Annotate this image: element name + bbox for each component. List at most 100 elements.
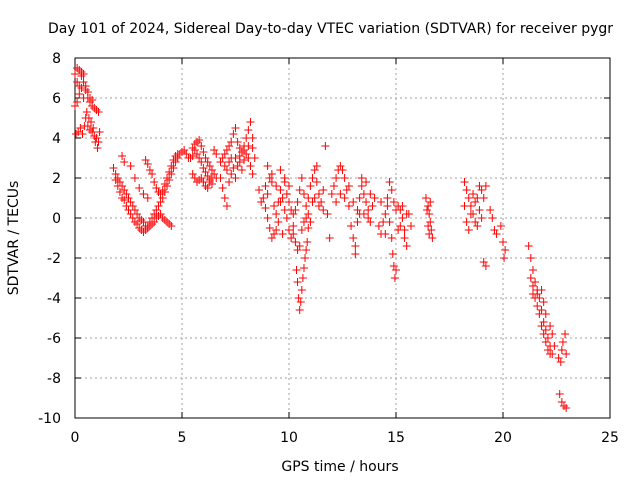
data-point xyxy=(261,182,270,190)
data-point xyxy=(342,186,351,194)
data-point xyxy=(111,176,120,184)
data-point xyxy=(75,66,84,74)
data-point xyxy=(167,222,176,230)
data-point xyxy=(274,198,283,206)
data-point xyxy=(139,190,148,198)
x-tick-label: 0 xyxy=(71,430,80,446)
data-point xyxy=(143,160,152,168)
data-point xyxy=(537,306,546,314)
data-point xyxy=(139,228,148,236)
data-point xyxy=(267,170,276,178)
data-point xyxy=(73,98,82,106)
data-point xyxy=(481,182,490,190)
data-point xyxy=(220,162,229,170)
data-point xyxy=(163,182,172,190)
data-point xyxy=(130,174,139,182)
data-point xyxy=(298,274,307,282)
data-point xyxy=(421,194,430,202)
data-point xyxy=(366,190,375,198)
data-point xyxy=(115,178,124,186)
data-point xyxy=(475,206,484,214)
data-point xyxy=(89,124,98,132)
data-point xyxy=(323,210,332,218)
data-point xyxy=(349,234,358,242)
data-point xyxy=(203,184,212,192)
data-point xyxy=(425,230,434,238)
data-point xyxy=(148,170,157,178)
data-point xyxy=(169,156,178,164)
data-point xyxy=(222,146,231,154)
data-point xyxy=(192,138,201,146)
data-point xyxy=(423,206,432,214)
data-point xyxy=(299,190,308,198)
data-point xyxy=(388,250,397,258)
data-point xyxy=(319,186,328,194)
data-point xyxy=(222,166,231,174)
data-point xyxy=(381,210,390,218)
data-point xyxy=(285,182,293,190)
data-point xyxy=(464,194,473,202)
data-point xyxy=(362,178,371,186)
data-point xyxy=(374,222,383,230)
data-point xyxy=(383,202,392,210)
data-point xyxy=(265,224,274,232)
data-point xyxy=(113,174,122,182)
data-point xyxy=(244,154,253,162)
data-point xyxy=(95,128,104,136)
data-point xyxy=(229,130,238,138)
data-point xyxy=(203,172,212,180)
data-point xyxy=(201,182,210,190)
data-point xyxy=(94,108,103,116)
data-point xyxy=(295,242,304,250)
data-point xyxy=(460,178,469,186)
data-point xyxy=(558,338,567,346)
data-point xyxy=(120,158,129,166)
data-point xyxy=(295,186,304,194)
data-point xyxy=(201,168,210,176)
data-point xyxy=(289,230,298,238)
data-point xyxy=(541,326,550,334)
data-point xyxy=(406,222,415,230)
data-point xyxy=(82,108,91,116)
data-point xyxy=(122,202,131,210)
data-point xyxy=(90,104,99,112)
data-point xyxy=(526,274,535,282)
plot-frame xyxy=(74,57,611,419)
y-tick-label: 8 xyxy=(52,51,61,67)
data-point xyxy=(306,218,315,226)
data-point xyxy=(240,146,249,154)
data-point xyxy=(73,78,82,86)
data-point xyxy=(559,402,568,410)
data-point xyxy=(426,218,435,226)
data-point xyxy=(210,170,219,178)
data-point xyxy=(163,174,172,182)
data-point xyxy=(402,210,411,218)
data-point xyxy=(340,174,349,182)
data-point xyxy=(248,170,257,178)
data-point xyxy=(400,226,409,234)
data-point xyxy=(145,166,154,174)
data-point xyxy=(188,152,197,160)
y-tick-label: 0 xyxy=(52,211,61,227)
data-point xyxy=(109,164,118,172)
chart-title: Day 101 of 2024, Sidereal Day-to-day VTE… xyxy=(48,21,613,37)
data-point xyxy=(477,214,486,222)
data-point xyxy=(353,206,362,214)
data-point xyxy=(336,162,345,170)
data-point xyxy=(229,164,238,172)
data-point xyxy=(548,330,557,338)
data-point xyxy=(195,136,204,144)
data-point xyxy=(160,216,169,224)
data-point xyxy=(90,132,99,140)
data-point xyxy=(192,150,201,158)
data-point xyxy=(93,144,102,152)
y-tick-label: -2 xyxy=(47,251,61,267)
x-tick-label: 10 xyxy=(280,430,298,446)
data-point xyxy=(338,166,347,174)
y-tick-label: -4 xyxy=(47,291,61,307)
data-point xyxy=(381,230,390,238)
data-point xyxy=(212,150,221,158)
data-point xyxy=(88,96,97,104)
data-point xyxy=(182,150,191,158)
data-point xyxy=(310,194,319,202)
